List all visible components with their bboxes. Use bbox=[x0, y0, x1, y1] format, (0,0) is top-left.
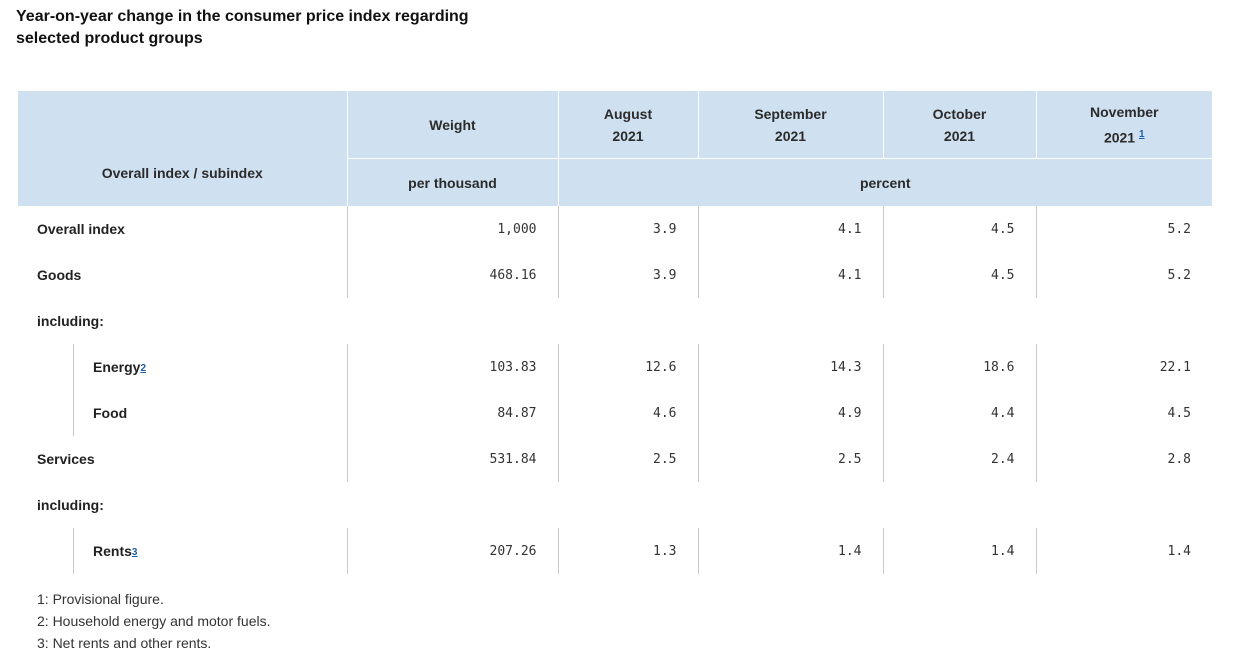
footnote-1: 1: Provisional figure. bbox=[37, 591, 164, 607]
percent-cell: 1.4 bbox=[882, 528, 1036, 574]
table-title: Year-on-year change in the consumer pric… bbox=[16, 8, 469, 47]
header-month-september: September 2021 bbox=[697, 91, 883, 159]
percent-cell: 12.6 bbox=[557, 344, 698, 390]
percent-cell: 3.9 bbox=[557, 252, 698, 298]
percent-cell: 5.2 bbox=[1035, 252, 1212, 298]
table-row: Energy 2 103.83 12.6 14.3 18.6 22.1 bbox=[18, 344, 1212, 390]
weight-cell: 468.16 bbox=[346, 252, 558, 298]
row-label-text: including: bbox=[37, 497, 104, 513]
header-index-column: Overall index / subindex bbox=[18, 91, 347, 206]
header-month-august: August 2021 bbox=[557, 91, 698, 159]
row-label: Rents 3 bbox=[18, 528, 347, 574]
table-row: Goods 468.16 3.9 4.1 4.5 5.2 bbox=[18, 252, 1212, 298]
percent-cell: 1.4 bbox=[697, 528, 883, 574]
table-row: Rents 3 207.26 1.3 1.4 1.4 1.4 bbox=[18, 528, 1212, 574]
weight-cell: 84.87 bbox=[346, 390, 558, 436]
header-month-october: October 2021 bbox=[882, 91, 1036, 159]
row-label: Services bbox=[18, 436, 347, 482]
row-label-text: Goods bbox=[37, 267, 82, 283]
row-label-text: Food bbox=[93, 405, 128, 421]
percent-cell: 14.3 bbox=[697, 344, 883, 390]
empty-cell bbox=[883, 298, 1036, 344]
empty-cell bbox=[558, 482, 698, 528]
percent-cell: 4.5 bbox=[1035, 390, 1212, 436]
percent-cell: 22.1 bbox=[1035, 344, 1212, 390]
empty-cell bbox=[883, 482, 1036, 528]
row-label-text: including: bbox=[37, 313, 104, 329]
footnote-link-2[interactable]: 2 bbox=[140, 362, 147, 374]
table-row: Overall index 1,000 3.9 4.1 4.5 5.2 bbox=[18, 206, 1212, 252]
header-weight-unit: per thousand bbox=[346, 158, 558, 206]
header-percent-unit: percent bbox=[557, 158, 1212, 206]
row-label: Energy 2 bbox=[18, 344, 347, 390]
empty-cell bbox=[558, 298, 698, 344]
percent-cell: 2.5 bbox=[697, 436, 883, 482]
percent-cell: 1.4 bbox=[1035, 528, 1212, 574]
footnote-3: 3: Net rents and other rents. bbox=[37, 635, 212, 651]
row-label: including: bbox=[18, 482, 347, 528]
percent-cell: 4.1 bbox=[697, 252, 883, 298]
row-label: including: bbox=[18, 298, 347, 344]
percent-cell: 4.1 bbox=[697, 206, 883, 252]
footnote-link-3[interactable]: 3 bbox=[131, 546, 138, 558]
weight-cell: 531.84 bbox=[346, 436, 558, 482]
indent-divider bbox=[18, 528, 74, 574]
row-label-text: Services bbox=[37, 451, 95, 467]
percent-cell: 4.5 bbox=[882, 206, 1036, 252]
weight-cell: 1,000 bbox=[346, 206, 558, 252]
row-label: Overall index bbox=[18, 206, 347, 252]
empty-cell bbox=[698, 482, 883, 528]
percent-cell: 2.4 bbox=[882, 436, 1036, 482]
percent-cell: 4.6 bbox=[557, 390, 698, 436]
indent-divider bbox=[18, 390, 74, 436]
percent-cell: 3.9 bbox=[557, 206, 698, 252]
percent-cell: 4.4 bbox=[882, 390, 1036, 436]
row-label: Food bbox=[18, 390, 347, 436]
row-label-text: Energy bbox=[93, 359, 141, 375]
weight-cell: 103.83 bbox=[346, 344, 558, 390]
weight-cell: 207.26 bbox=[346, 528, 558, 574]
header-weight: Weight bbox=[346, 91, 558, 159]
percent-cell: 2.5 bbox=[557, 436, 698, 482]
cpi-table: Overall index / subindex Weight August 20… bbox=[18, 91, 1212, 574]
footnotes: 1: Provisional figure. 2: Household ener… bbox=[37, 588, 270, 654]
header-month-november: November 2021 1 bbox=[1035, 91, 1212, 159]
percent-cell: 4.5 bbox=[882, 252, 1036, 298]
table-row: Services 531.84 2.5 2.5 2.4 2.8 bbox=[18, 436, 1212, 482]
percent-cell: 2.8 bbox=[1035, 436, 1212, 482]
table-row: including: bbox=[18, 298, 1212, 344]
empty-cell bbox=[698, 298, 883, 344]
empty-cell bbox=[347, 482, 558, 528]
footnote-2: 2: Household energy and motor fuels. bbox=[37, 613, 271, 629]
empty-cell bbox=[1036, 482, 1212, 528]
row-label-text: Rents bbox=[93, 543, 132, 559]
percent-cell: 1.3 bbox=[557, 528, 698, 574]
indent-divider bbox=[18, 344, 74, 390]
empty-cell bbox=[347, 298, 558, 344]
percent-cell: 4.9 bbox=[697, 390, 883, 436]
table-row: including: bbox=[18, 482, 1212, 528]
footnote-link-1[interactable]: 1 bbox=[1138, 128, 1145, 140]
percent-cell: 18.6 bbox=[882, 344, 1036, 390]
row-label-text: Overall index bbox=[37, 221, 125, 237]
table-row: Food 84.87 4.6 4.9 4.4 4.5 bbox=[18, 390, 1212, 436]
percent-cell: 5.2 bbox=[1035, 206, 1212, 252]
empty-cell bbox=[1036, 298, 1212, 344]
row-label: Goods bbox=[18, 252, 347, 298]
